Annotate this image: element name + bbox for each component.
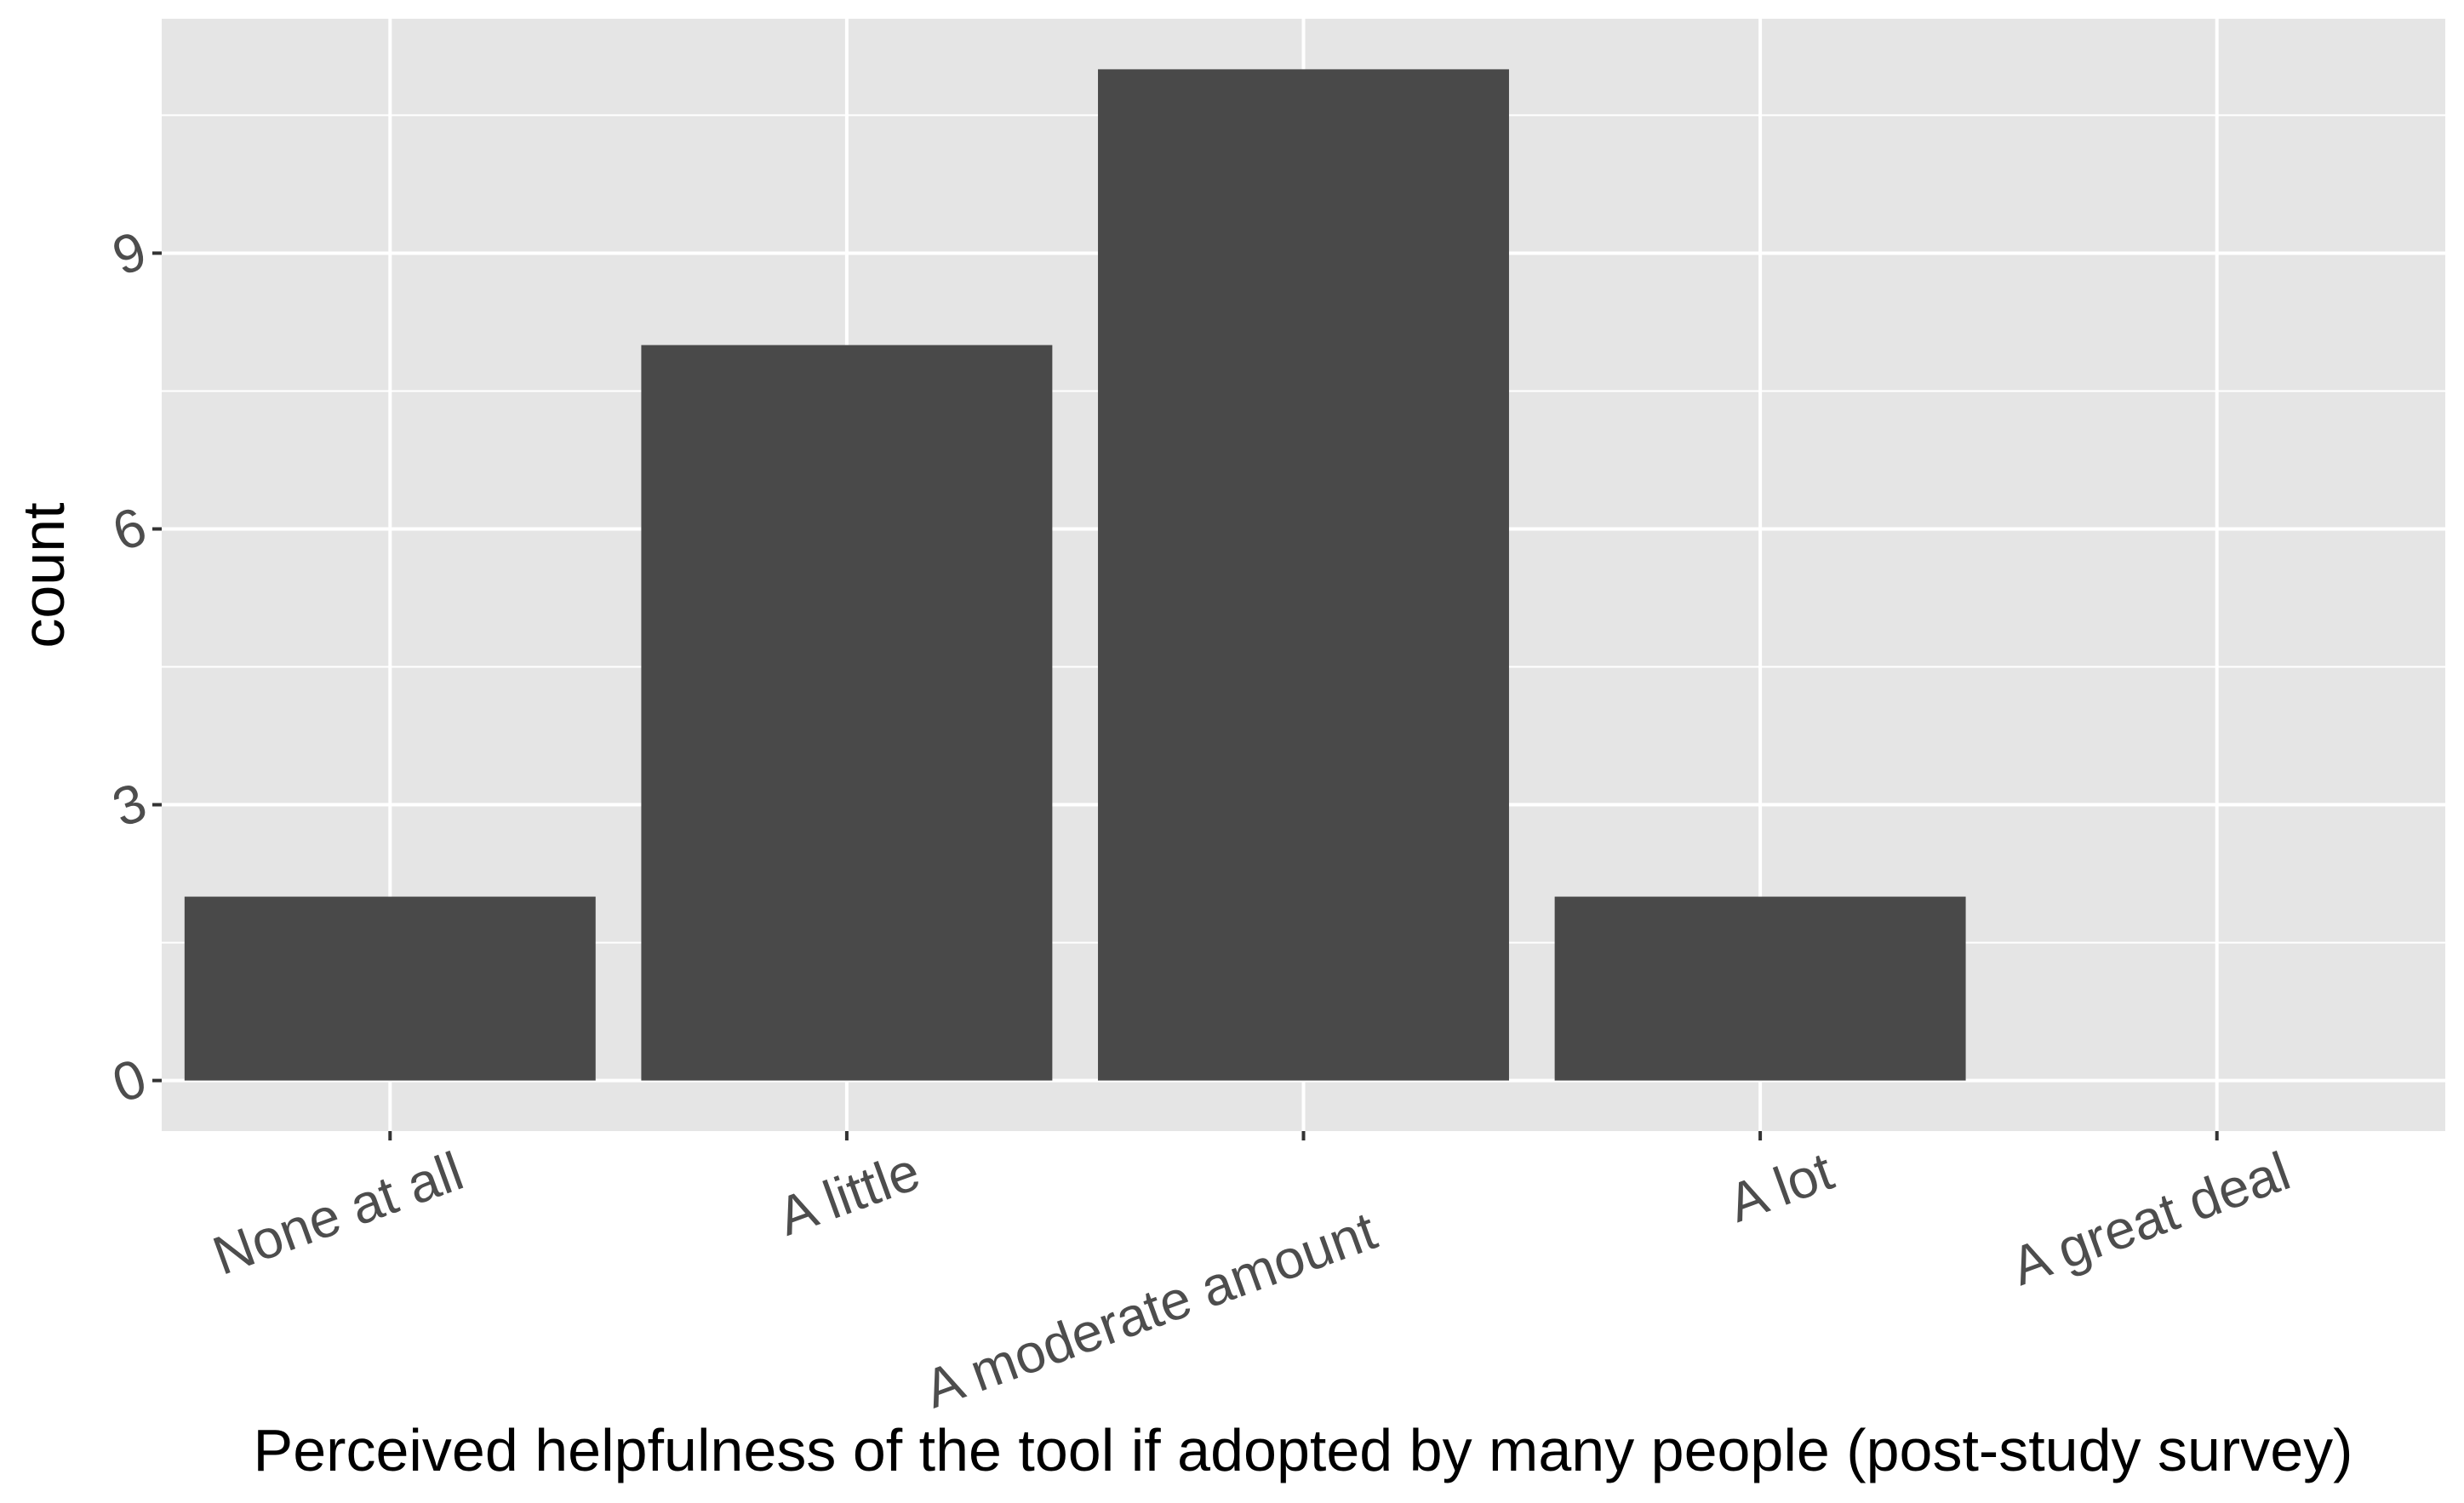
- y-tick-label: 3: [105, 771, 154, 839]
- bars: [184, 69, 1966, 1081]
- bar: [641, 345, 1053, 1081]
- y-tick-label: 6: [105, 495, 154, 563]
- y-axis: 0 3 6 9: [105, 220, 162, 1115]
- x-axis-title: Perceived helpfulness of the tool if ado…: [254, 1417, 2353, 1483]
- bar: [1098, 69, 1509, 1081]
- x-tick-label: None at all: [205, 1140, 471, 1286]
- x-tick-label: A little: [770, 1140, 928, 1247]
- y-tick-label: 0: [105, 1047, 154, 1115]
- x-tick-label: A moderate amount: [917, 1199, 1385, 1420]
- x-tick-label: A lot: [1720, 1140, 1841, 1233]
- bar: [1554, 896, 1966, 1081]
- bar: [184, 896, 596, 1081]
- y-tick-label: 9: [105, 220, 154, 288]
- y-axis-title: count: [10, 502, 77, 648]
- x-tick-label: A great deal: [2004, 1140, 2298, 1296]
